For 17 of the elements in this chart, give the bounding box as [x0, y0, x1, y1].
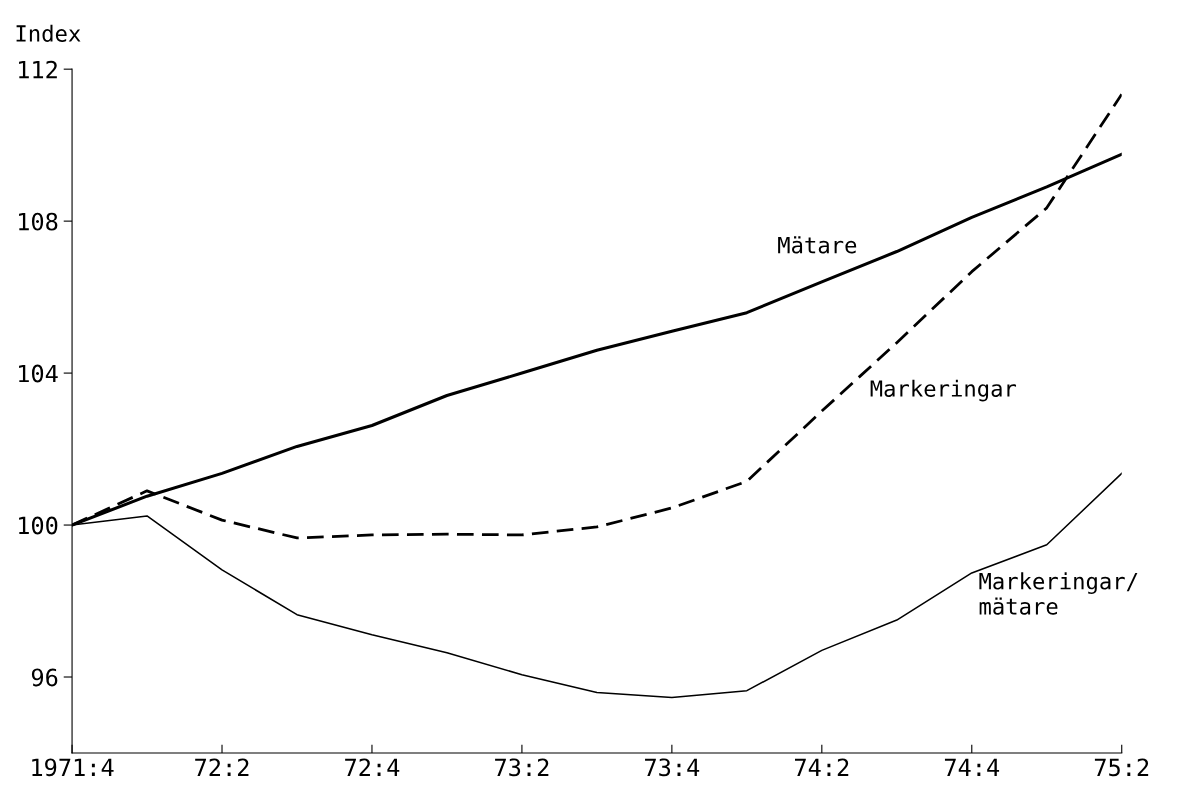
x-tick-label: 75:2 — [1094, 758, 1149, 777]
x-tick-label: 73:2 — [495, 758, 549, 777]
x-tick-label: 72:4 — [345, 758, 400, 776]
series-label: Mätare — [778, 236, 857, 254]
x-tick-label: 74:2 — [795, 758, 849, 776]
series-label: Markeringar/ mätare — [979, 572, 1138, 615]
x-tick-label: 72:2 — [195, 758, 249, 776]
y-axis-title: Index — [16, 24, 81, 42]
y-tick-label: 112 — [19, 60, 57, 79]
y-tick-label: 104 — [19, 364, 58, 383]
x-tick-label: 1971:4 — [32, 758, 114, 777]
y-tick-label: 96 — [31, 668, 58, 687]
x-tick-label: 74:4 — [944, 758, 1000, 776]
series-label: Markeringar — [870, 379, 1017, 402]
y-tick-label: 100 — [19, 516, 58, 535]
x-tick-label: 73:4 — [645, 758, 700, 777]
y-tick-label: 108 — [19, 212, 58, 231]
